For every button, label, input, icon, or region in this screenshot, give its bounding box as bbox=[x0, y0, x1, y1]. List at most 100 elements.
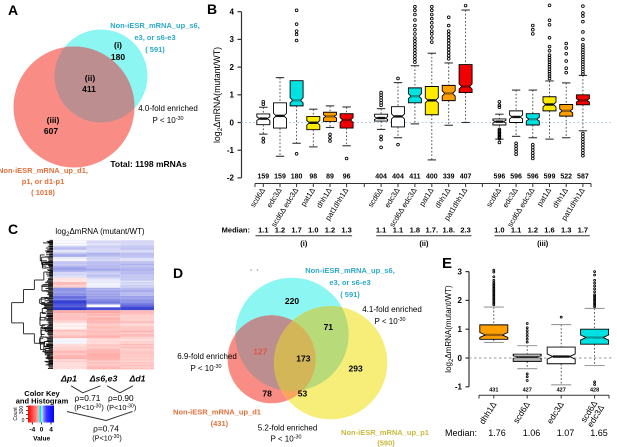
svg-text:127: 127 bbox=[253, 347, 267, 357]
svg-text:599: 599 bbox=[544, 174, 556, 181]
svg-text:1.7: 1.7 bbox=[578, 226, 588, 235]
svg-text:Median:: Median: bbox=[222, 226, 250, 235]
svg-text:1.7: 1.7 bbox=[291, 226, 301, 235]
svg-text:159: 159 bbox=[257, 174, 269, 181]
svg-text:53: 53 bbox=[298, 389, 308, 399]
svg-text:Count: Count bbox=[13, 407, 19, 421]
svg-text:ρ=0.90: ρ=0.90 bbox=[108, 393, 134, 403]
svg-text:(P<10-30): (P<10-30) bbox=[74, 403, 104, 412]
svg-text:3: 3 bbox=[230, 35, 235, 44]
svg-text:0: 0 bbox=[230, 118, 235, 127]
svg-text:(i): (i) bbox=[300, 239, 308, 248]
svg-text:587: 587 bbox=[577, 174, 589, 181]
svg-text:Total: 1198 mRNAs: Total: 1198 mRNAs bbox=[110, 159, 187, 169]
svg-text:1.1: 1.1 bbox=[511, 226, 521, 235]
svg-text:6.9-fold enriched: 6.9-fold enriched bbox=[177, 352, 237, 361]
svg-text:293: 293 bbox=[349, 364, 363, 374]
svg-text:1.3: 1.3 bbox=[561, 226, 571, 235]
svg-text:5.2-fold enriched: 5.2-fold enriched bbox=[258, 424, 318, 433]
svg-text:0: 0 bbox=[458, 354, 463, 363]
svg-text:427: 427 bbox=[557, 388, 566, 394]
svg-text:71: 71 bbox=[324, 322, 334, 332]
svg-text:Non-iESR_mRNA_up_s6,: Non-iESR_mRNA_up_s6, bbox=[305, 266, 395, 275]
svg-text:log2ΔmRNA(mutant/WT): log2ΔmRNA(mutant/WT) bbox=[444, 285, 455, 373]
svg-text:2: 2 bbox=[230, 63, 235, 72]
svg-text:(431): (431) bbox=[211, 419, 229, 428]
svg-text:log2ΔmRNA (mutant/WT): log2ΔmRNA (mutant/WT) bbox=[55, 227, 144, 238]
svg-text:Δp1: Δp1 bbox=[60, 374, 77, 384]
svg-text:e3, or s6-e3: e3, or s6-e3 bbox=[134, 33, 175, 42]
svg-text:P < 10-30: P < 10-30 bbox=[152, 116, 183, 125]
svg-text:1.65: 1.65 bbox=[590, 428, 608, 438]
svg-text:E: E bbox=[442, 255, 452, 272]
svg-text:ρ=0.74: ρ=0.74 bbox=[93, 424, 119, 434]
svg-text:P < 10-30: P < 10-30 bbox=[270, 435, 301, 444]
svg-text:0: 0 bbox=[40, 427, 44, 434]
svg-text:e3, or s6-e3: e3, or s6-e3 bbox=[329, 278, 370, 287]
svg-text:( 591): ( 591) bbox=[145, 45, 165, 54]
svg-text:1.7.: 1.7. bbox=[426, 226, 439, 235]
svg-text:89: 89 bbox=[326, 174, 334, 181]
svg-text:4.0-fold enriched: 4.0-fold enriched bbox=[138, 104, 198, 113]
svg-text:Non-iESR_mRNA_up_d1: Non-iESR_mRNA_up_d1 bbox=[173, 408, 261, 417]
svg-text:1.2: 1.2 bbox=[275, 226, 285, 235]
svg-text:596: 596 bbox=[510, 174, 522, 181]
svg-text:Color Key: Color Key bbox=[24, 389, 60, 398]
svg-text:2: 2 bbox=[458, 296, 463, 305]
svg-text:-2: -2 bbox=[227, 174, 235, 183]
svg-text:(590): (590) bbox=[377, 439, 395, 447]
svg-text:78: 78 bbox=[262, 389, 272, 399]
svg-text:P < 10-30: P < 10-30 bbox=[374, 317, 405, 326]
svg-text:2.3: 2.3 bbox=[460, 226, 470, 235]
svg-text:-1: -1 bbox=[227, 146, 235, 155]
svg-text:607: 607 bbox=[44, 126, 58, 136]
svg-text:404: 404 bbox=[375, 174, 387, 181]
svg-text:96: 96 bbox=[343, 174, 351, 181]
svg-text:1.6: 1.6 bbox=[544, 226, 554, 235]
svg-text:1: 1 bbox=[458, 325, 463, 334]
svg-text:1.3: 1.3 bbox=[341, 226, 351, 235]
svg-text:1.07: 1.07 bbox=[557, 428, 575, 438]
svg-text:1.8: 1.8 bbox=[410, 226, 420, 235]
svg-text:427: 427 bbox=[523, 388, 532, 394]
svg-text:A: A bbox=[8, 2, 18, 18]
svg-text:(P<10-30): (P<10-30) bbox=[107, 403, 137, 412]
svg-text:596: 596 bbox=[527, 174, 539, 181]
svg-text:and Histogram: and Histogram bbox=[16, 397, 69, 406]
svg-text:1.76: 1.76 bbox=[488, 428, 506, 438]
svg-text:1.1: 1.1 bbox=[393, 226, 403, 235]
svg-text:B: B bbox=[207, 1, 217, 17]
svg-text:Value: Value bbox=[33, 436, 50, 443]
svg-text:-4: -4 bbox=[29, 427, 35, 434]
svg-text:(ii): (ii) bbox=[85, 73, 96, 83]
svg-text:339: 339 bbox=[443, 174, 455, 181]
svg-text:173: 173 bbox=[296, 354, 310, 364]
svg-text:(iii): (iii) bbox=[537, 239, 549, 248]
svg-text:p1, or d1-p1: p1, or d1-p1 bbox=[22, 177, 65, 186]
svg-text:(P<10-30): (P<10-30) bbox=[92, 434, 122, 443]
svg-text:Δd1: Δd1 bbox=[129, 374, 146, 384]
svg-text:0: 0 bbox=[22, 418, 25, 424]
svg-text:404: 404 bbox=[392, 174, 404, 181]
svg-text:D: D bbox=[173, 265, 183, 281]
svg-text:(i): (i) bbox=[114, 40, 122, 50]
svg-text:1.0: 1.0 bbox=[494, 226, 504, 235]
svg-text:Non-iESR_mRNA_up_s6,: Non-iESR_mRNA_up_s6, bbox=[110, 21, 200, 30]
svg-text:Non-iESR_mRNA_up_p1: Non-iESR_mRNA_up_p1 bbox=[341, 428, 429, 437]
svg-text:4: 4 bbox=[49, 427, 53, 434]
svg-text:407: 407 bbox=[460, 174, 472, 181]
svg-text:4: 4 bbox=[230, 8, 235, 17]
svg-text:180: 180 bbox=[291, 174, 303, 181]
svg-text:1.0: 1.0 bbox=[308, 226, 318, 235]
svg-text:411: 411 bbox=[82, 84, 96, 94]
svg-text:159: 159 bbox=[274, 174, 286, 181]
svg-text:Median:: Median: bbox=[445, 428, 477, 438]
svg-text:1.1: 1.1 bbox=[376, 226, 386, 235]
svg-text:411: 411 bbox=[409, 174, 420, 181]
svg-text:300: 300 bbox=[19, 406, 25, 415]
svg-text:431: 431 bbox=[489, 388, 498, 394]
svg-text:1: 1 bbox=[230, 91, 235, 100]
svg-text:P < 10-30: P < 10-30 bbox=[190, 364, 221, 373]
svg-text:1.1: 1.1 bbox=[258, 226, 268, 235]
svg-text:4.1-fold enriched: 4.1-fold enriched bbox=[362, 305, 422, 314]
